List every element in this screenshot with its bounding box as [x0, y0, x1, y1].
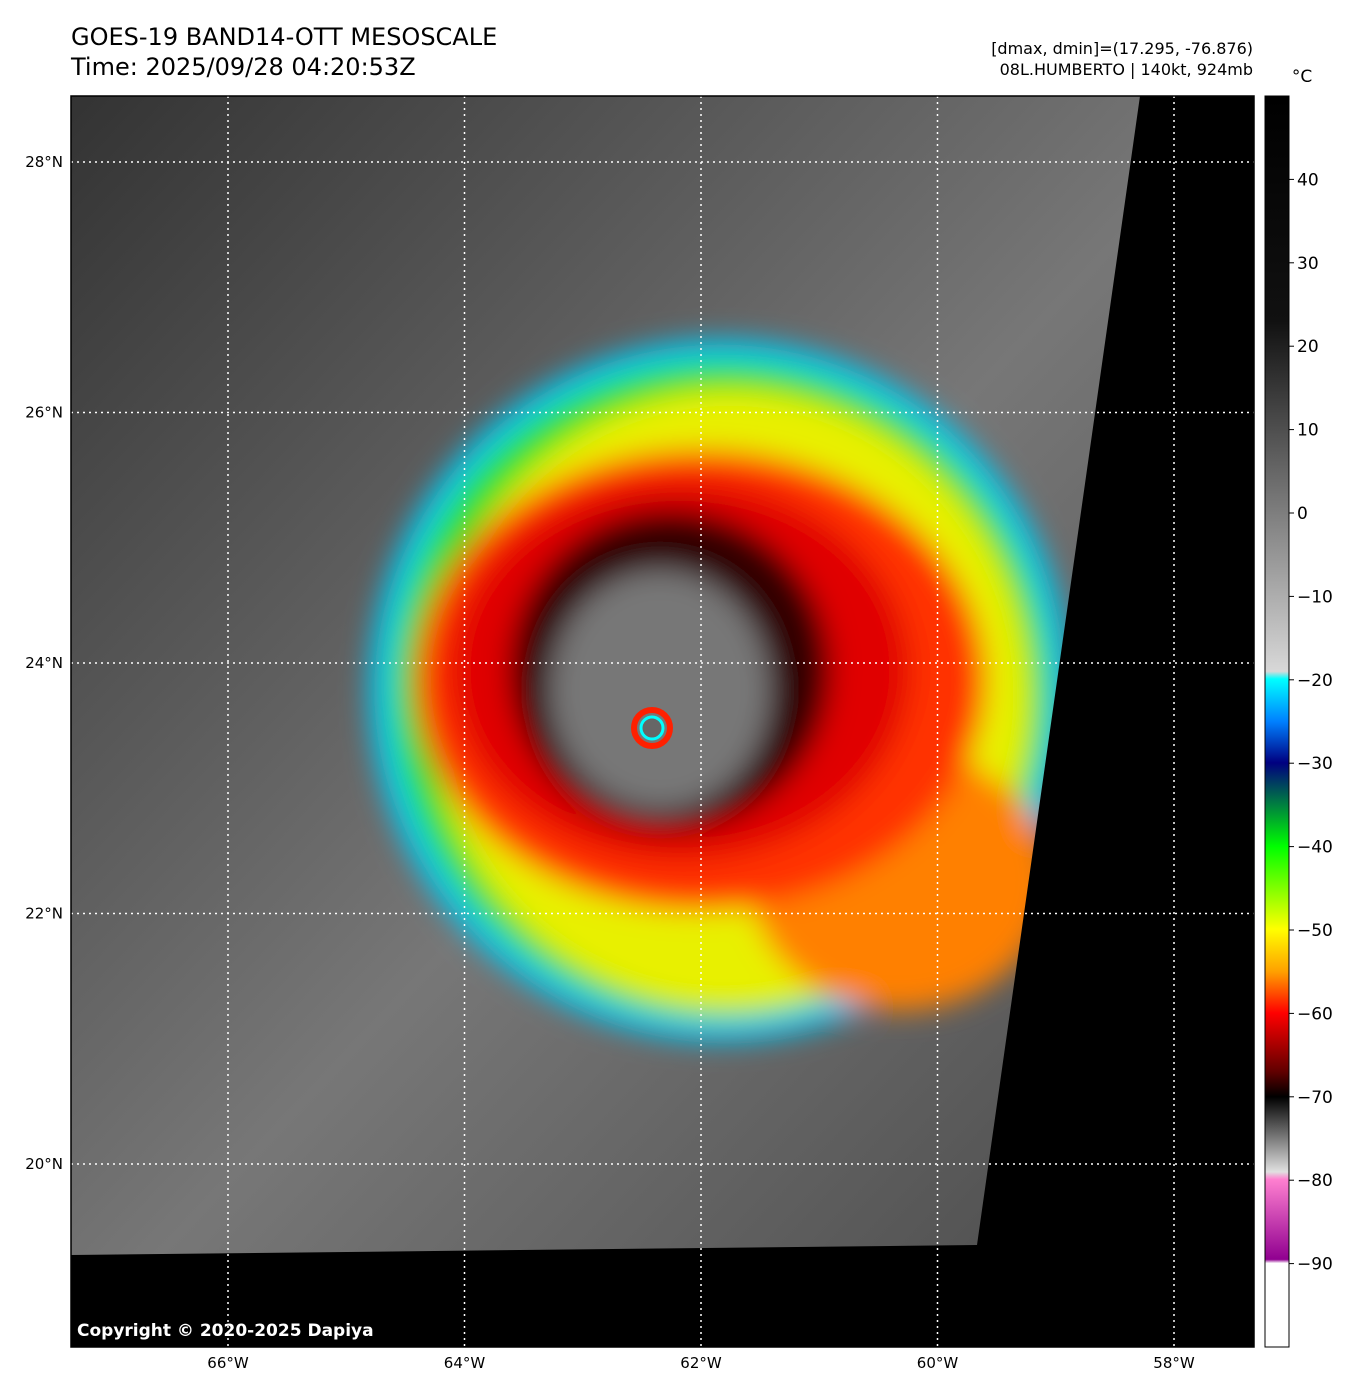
colorbar-label: −10	[1297, 587, 1333, 607]
colorbar-label: 20	[1297, 337, 1319, 357]
lon-label: 58°W	[1153, 1354, 1195, 1372]
lat-label: 26°N	[25, 404, 63, 422]
colorbar-unit: °C	[1292, 67, 1312, 87]
lat-label: 24°N	[25, 654, 63, 672]
lat-label: 28°N	[25, 153, 63, 171]
title: GOES-19 BAND14-OTT MESOSCALE	[71, 23, 497, 51]
lon-label: 64°W	[444, 1354, 486, 1372]
colorbar-label: −60	[1297, 1004, 1333, 1024]
colorbar-label: −30	[1297, 754, 1333, 774]
map-frame	[70, 95, 1255, 1348]
graticule	[71, 96, 1254, 1347]
copyright: Copyright © 2020-2025 Dapiya	[77, 1321, 374, 1341]
colorbar-label: −70	[1297, 1088, 1333, 1108]
colorbar-label: −20	[1297, 671, 1333, 691]
colorbar-label: −50	[1297, 921, 1333, 941]
lat-label: 22°N	[25, 905, 63, 923]
colorbar-label: 10	[1297, 421, 1319, 441]
colorbar-label: −90	[1297, 1255, 1333, 1275]
colorbar-label: −40	[1297, 838, 1333, 858]
colorbar-label: 40	[1297, 170, 1319, 190]
colorbar	[1264, 95, 1290, 1348]
lon-label: 60°W	[917, 1354, 959, 1372]
colorbar-label: 30	[1297, 254, 1319, 274]
lat-label: 20°N	[25, 1155, 63, 1173]
lon-label: 66°W	[207, 1354, 249, 1372]
colorbar-label: −80	[1297, 1171, 1333, 1191]
lon-label: 62°W	[680, 1354, 722, 1372]
time: Time: 2025/09/28 04:20:53Z	[70, 53, 416, 81]
satellite-image	[71, 96, 1254, 1347]
info-line: [dmax, dmin]=(17.295, -76.876)	[991, 39, 1253, 58]
colorbar-label: 0	[1297, 504, 1308, 524]
info-line: 08L.HUMBERTO | 140kt, 924mb	[1000, 60, 1253, 79]
